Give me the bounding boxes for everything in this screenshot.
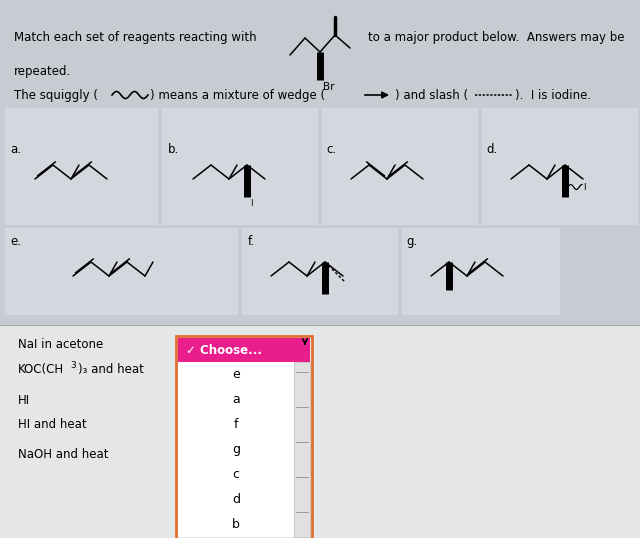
Polygon shape (482, 108, 638, 225)
Polygon shape (5, 108, 158, 225)
Text: a: a (232, 393, 240, 406)
Polygon shape (178, 362, 310, 537)
Polygon shape (0, 325, 640, 538)
Text: I: I (583, 182, 586, 192)
Text: ) means a mixture of wedge (: ) means a mixture of wedge ( (150, 88, 325, 102)
Text: to a major product below.  Answers may be: to a major product below. Answers may be (368, 32, 625, 45)
Polygon shape (402, 228, 560, 315)
Text: HI: HI (18, 393, 30, 407)
Polygon shape (294, 362, 310, 537)
Text: c: c (232, 468, 239, 481)
Text: g: g (232, 443, 240, 456)
Text: NaI in acetone: NaI in acetone (18, 338, 103, 351)
Text: b.: b. (168, 143, 179, 156)
Text: e.: e. (10, 235, 21, 248)
Text: c.: c. (326, 143, 336, 156)
Text: ).  I is iodine.: ). I is iodine. (515, 88, 591, 102)
Text: ✓ Choose...: ✓ Choose... (186, 343, 262, 357)
Text: NaOH and heat: NaOH and heat (18, 449, 109, 462)
Text: 3: 3 (70, 362, 76, 371)
Text: f.: f. (248, 235, 255, 248)
Text: KOC(CH: KOC(CH (18, 364, 64, 377)
Text: a.: a. (10, 143, 21, 156)
Text: b: b (232, 518, 240, 531)
Text: f: f (234, 418, 238, 431)
Text: ) and slash (: ) and slash ( (395, 88, 468, 102)
Polygon shape (162, 108, 318, 225)
Text: HI and heat: HI and heat (18, 419, 86, 431)
Text: e: e (232, 368, 240, 381)
Text: I: I (250, 199, 253, 208)
Text: d: d (232, 493, 240, 506)
Polygon shape (5, 228, 238, 315)
Polygon shape (178, 338, 310, 362)
Polygon shape (242, 228, 398, 315)
Text: The squiggly (: The squiggly ( (14, 88, 98, 102)
Polygon shape (322, 108, 478, 225)
Text: Match each set of reagents reacting with: Match each set of reagents reacting with (14, 32, 257, 45)
Text: d.: d. (486, 143, 497, 156)
Text: g.: g. (406, 235, 417, 248)
Text: Br: Br (323, 82, 335, 92)
Text: repeated.: repeated. (14, 66, 71, 79)
Text: )₃ and heat: )₃ and heat (78, 364, 144, 377)
